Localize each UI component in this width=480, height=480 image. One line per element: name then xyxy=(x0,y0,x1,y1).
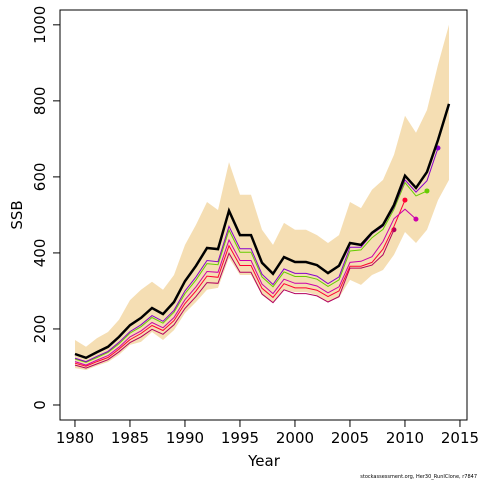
ssb-line xyxy=(74,229,395,369)
confidence-band xyxy=(75,24,449,371)
y-tick-label: 1000 xyxy=(31,6,49,44)
ssb-line xyxy=(74,208,417,366)
x-tick-label: 1995 xyxy=(221,429,259,447)
x-tick-label: 2000 xyxy=(276,429,314,447)
y-tick-label: 800 xyxy=(31,87,49,116)
ssb-line xyxy=(74,103,451,360)
x-tick-label: 1985 xyxy=(111,429,149,447)
end-point xyxy=(413,216,419,222)
plot-frame xyxy=(59,9,468,421)
ssb-line xyxy=(74,181,428,363)
y-tick-label: 600 xyxy=(31,163,49,192)
y-tick-label: 0 xyxy=(31,400,49,410)
y-tick-label: 400 xyxy=(31,239,49,268)
ssb-line xyxy=(74,199,406,367)
x-axis-title: Year xyxy=(247,452,281,470)
x-tick-label: 1980 xyxy=(56,429,94,447)
end-point xyxy=(402,197,408,203)
footnote: stockassessment.org, Her30_RunIClone, r7… xyxy=(360,474,477,480)
x-tick-label: 2015 xyxy=(441,429,479,447)
x-tick-label: 2005 xyxy=(331,429,369,447)
end-point xyxy=(424,188,430,194)
y-tick-label: 200 xyxy=(31,315,49,344)
x-tick-label: 2010 xyxy=(386,429,424,447)
y-axis-title: SSB xyxy=(8,200,26,229)
x-tick-label: 1990 xyxy=(166,429,204,447)
